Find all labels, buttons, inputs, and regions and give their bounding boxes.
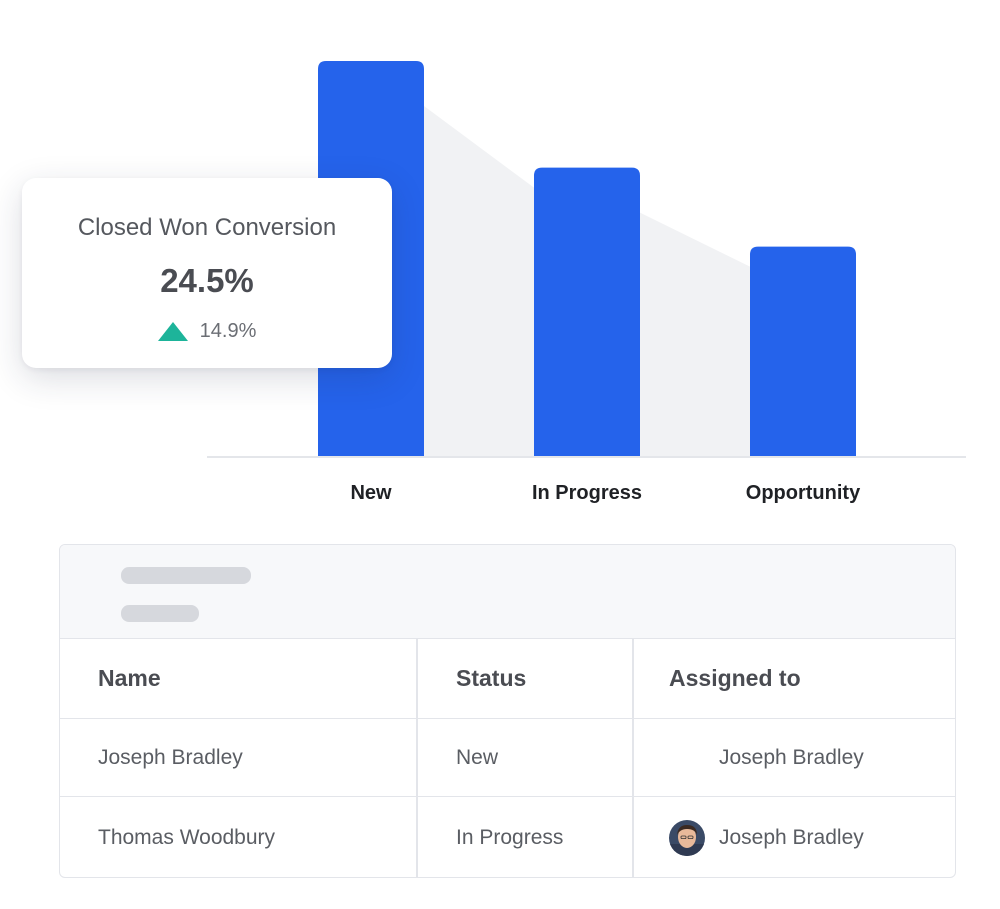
- cell-name: Thomas Woodbury: [98, 826, 276, 849]
- column-divider: [632, 639, 634, 877]
- person-avatar-icon: [669, 820, 705, 856]
- kpi-title: Closed Won Conversion: [77, 214, 337, 241]
- bar-opportunity[interactable]: [750, 246, 856, 456]
- category-labels-layer: New In Progress Opportunity: [350, 482, 861, 504]
- table-toolbar-placeholder: [60, 545, 955, 639]
- funnel-connector-layer: [424, 106, 750, 456]
- kpi-delta: 14.9%: [22, 320, 392, 343]
- cell-name: Joseph Bradley: [98, 745, 243, 769]
- cell-status: New: [456, 745, 499, 769]
- kpi-card: Closed Won Conversion 24.5% 14.9%: [22, 178, 392, 368]
- bars-layer: [318, 61, 856, 456]
- column-divider: [416, 639, 418, 877]
- leads-table: Name Status Assigned to Joseph Bradley N…: [59, 544, 956, 878]
- category-label: In Progress: [532, 482, 642, 504]
- kpi-value: 24.5%: [160, 262, 254, 299]
- table-row[interactable]: Joseph Bradley New Joseph Bradley: [60, 719, 955, 797]
- cell-assigned-to: Joseph Bradley: [669, 719, 864, 796]
- bar-in-progress[interactable]: [534, 167, 640, 456]
- table-header-row: Name Status Assigned to: [60, 639, 955, 719]
- assignee-name: Joseph Bradley: [719, 826, 864, 849]
- funnel-connector: [424, 106, 534, 456]
- category-label: New: [350, 482, 392, 504]
- category-label: Opportunity: [746, 482, 861, 504]
- triangle-up-icon: [157, 322, 188, 341]
- avatar-placeholder: [669, 740, 705, 776]
- avatar[interactable]: [669, 820, 705, 856]
- skeleton-line: [121, 567, 251, 584]
- column-header-name[interactable]: Name: [98, 665, 161, 691]
- assignee-name: Joseph Bradley: [719, 745, 864, 769]
- kpi-delta-value: 14.9%: [199, 320, 257, 342]
- column-header-status[interactable]: Status: [456, 665, 527, 691]
- skeleton-line: [121, 605, 199, 622]
- column-header-assigned-to[interactable]: Assigned to: [669, 665, 801, 691]
- cell-status: In Progress: [456, 826, 564, 849]
- cell-assigned-to: Joseph Bradley: [669, 797, 864, 877]
- table-row[interactable]: Thomas Woodbury In Progress Joseph Bradl…: [60, 797, 955, 877]
- funnel-connector: [640, 212, 750, 456]
